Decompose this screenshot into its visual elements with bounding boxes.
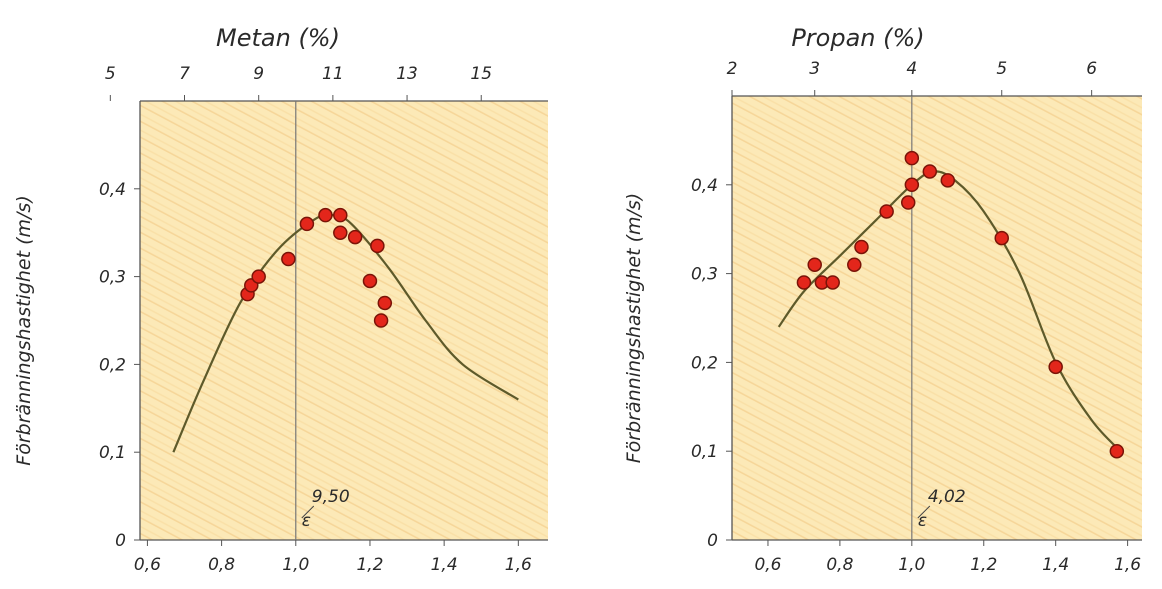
data-point [347, 229, 363, 245]
y-tick-label: 0,2 [99, 355, 126, 375]
y-tick-label: 0,3 [99, 268, 126, 288]
data-point [796, 275, 812, 290]
y-tick-label: 0,2 [691, 353, 718, 373]
x-tick-label: 1,2 [356, 555, 383, 575]
x-tick-label: 0,8 [826, 555, 853, 575]
y-axis-label: Förbränningshastighet (m/s) [13, 195, 35, 465]
data-point [904, 150, 920, 166]
x-tick-label: 0,8 [208, 555, 235, 575]
data-point [318, 207, 333, 223]
data-point [900, 195, 916, 210]
top-tick-label: 15 [470, 64, 492, 84]
plot-area [140, 101, 548, 540]
y-tick-label: 0,4 [691, 176, 718, 196]
y-axis-label: Förbränningshastighet (m/s) [623, 193, 645, 463]
top-tick-label: 9 [253, 64, 264, 84]
annotation-symbol: ε [302, 511, 311, 531]
x-tick-label: 1,0 [898, 555, 925, 575]
top-axis-title: Metan (%) [216, 24, 340, 52]
data-point [333, 207, 348, 223]
x-tick-label: 1,6 [505, 555, 532, 575]
data-point [362, 273, 378, 289]
data-point [1048, 359, 1063, 375]
annotation-pointer [917, 505, 931, 519]
data-point [922, 164, 938, 179]
y-tick-label: 0,3 [691, 265, 718, 285]
chart-2: 0,6 0,8 1,0 1,2 1,4 1,6 0 0,1 0,2 0,3 0,4 2 3 4 5 6 Prop… [623, 24, 1142, 575]
top-tick-label: 6 [1086, 59, 1097, 79]
top-tick-label: 11 [322, 64, 344, 84]
data-point [807, 257, 822, 272]
data-point [373, 313, 389, 328]
data-point [377, 295, 393, 311]
y-tick-label: 0 [115, 531, 126, 551]
x-tick-label: 1,4 [1042, 555, 1069, 575]
data-point [281, 251, 296, 267]
fit-curve [172, 213, 519, 453]
data-point [854, 239, 869, 255]
y-tick-label: 0,1 [99, 443, 126, 463]
top-tick-label: 5 [105, 64, 116, 84]
top-tick-label: 3 [809, 59, 820, 79]
top-axis-title: Propan (%) [791, 24, 924, 52]
data-point [904, 177, 920, 193]
x-tick-label: 1,4 [431, 555, 458, 575]
annotation-pointer [301, 505, 315, 519]
annotation-symbol: ε [918, 511, 927, 531]
data-point [994, 230, 1009, 246]
data-point [825, 275, 840, 290]
y-tick-label: 0,1 [691, 442, 718, 462]
top-tick-label: 5 [996, 59, 1007, 79]
data-point [299, 216, 315, 232]
top-tick-label: 2 [727, 59, 738, 79]
annotation-value: 4,02 [928, 487, 966, 507]
annotation-value: 9,50 [312, 487, 350, 507]
y-tick-label: 0 [707, 531, 718, 551]
chart-1: 0,6 0,8 1,0 1,2 1,4 1,6 0 0,1 0,2 0,3 0,4 5 7 9 11 13 15… [13, 24, 548, 575]
plot-area [732, 96, 1142, 540]
top-tick-label: 4 [906, 59, 917, 79]
x-tick-label: 1,0 [282, 555, 309, 575]
data-point [879, 204, 894, 219]
data-point [333, 225, 348, 240]
top-tick-label: 7 [179, 64, 190, 84]
top-tick-label: 13 [396, 64, 418, 84]
data-point [1109, 443, 1125, 459]
x-tick-label: 1,2 [970, 555, 997, 575]
data-point [940, 173, 956, 188]
x-tick-label: 1,6 [1114, 555, 1141, 575]
y-tick-label: 0,4 [99, 180, 126, 200]
x-tick-label: 0,6 [754, 555, 781, 575]
data-point [847, 257, 862, 272]
x-tick-label: 0,6 [134, 555, 161, 575]
data-point [251, 269, 266, 284]
data-point [370, 238, 385, 254]
